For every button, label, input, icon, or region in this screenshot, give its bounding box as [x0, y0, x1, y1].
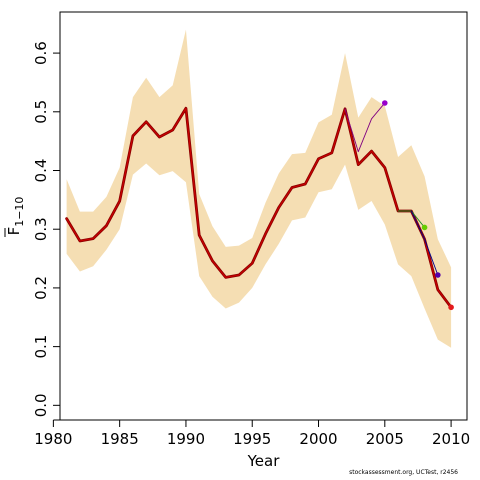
x-axis: 1980 1985 1990 1995 2000 2005 2010 [34, 419, 470, 448]
y-tick-label: 0.1 [32, 335, 50, 359]
x-tick-label: 1995 [233, 430, 271, 448]
y-tick-label: 0.5 [32, 100, 50, 124]
x-tick-label: 2010 [432, 430, 470, 448]
endpoint-marker-2 [382, 100, 388, 106]
series-line-3 [344, 102, 386, 153]
endpoint-marker-3 [421, 224, 428, 231]
y-tick-label: 0.4 [32, 159, 50, 183]
endpoint-markers-layer [382, 100, 454, 311]
endpoint-marker-1 [448, 304, 454, 311]
x-axis-title: Year [247, 452, 281, 470]
x-tick-label: 1985 [101, 430, 139, 448]
x-tick-label: 2000 [299, 430, 337, 448]
y-tick-label: 0.3 [32, 217, 50, 241]
y-axis-title-main: F [5, 227, 23, 236]
y-axis-title: F1−10 [4, 197, 26, 237]
confidence-band [66, 29, 452, 348]
svg-text:F1−10: F1−10 [5, 197, 26, 236]
y-tick-label: 0.2 [32, 276, 50, 300]
x-tick-label: 1990 [167, 430, 205, 448]
y-axis-title-subscript: 1−10 [13, 197, 26, 227]
y-tick-label: 0.6 [32, 41, 50, 65]
endpoint-marker-4 [435, 272, 441, 278]
footer-note: stockassessment.org, UCTest, r2456 [349, 469, 458, 476]
confidence-band-layer [66, 29, 452, 348]
y-tick-label: 0.0 [32, 393, 50, 417]
series-line-2 [66, 107, 452, 308]
x-tick-label: 1980 [34, 430, 72, 448]
x-tick-label: 2005 [366, 430, 404, 448]
series-lines-layer [65, 102, 453, 309]
series-line-5 [410, 210, 439, 276]
y-axis: 0.0 0.1 0.2 0.3 0.4 0.5 0.6 [32, 41, 61, 417]
